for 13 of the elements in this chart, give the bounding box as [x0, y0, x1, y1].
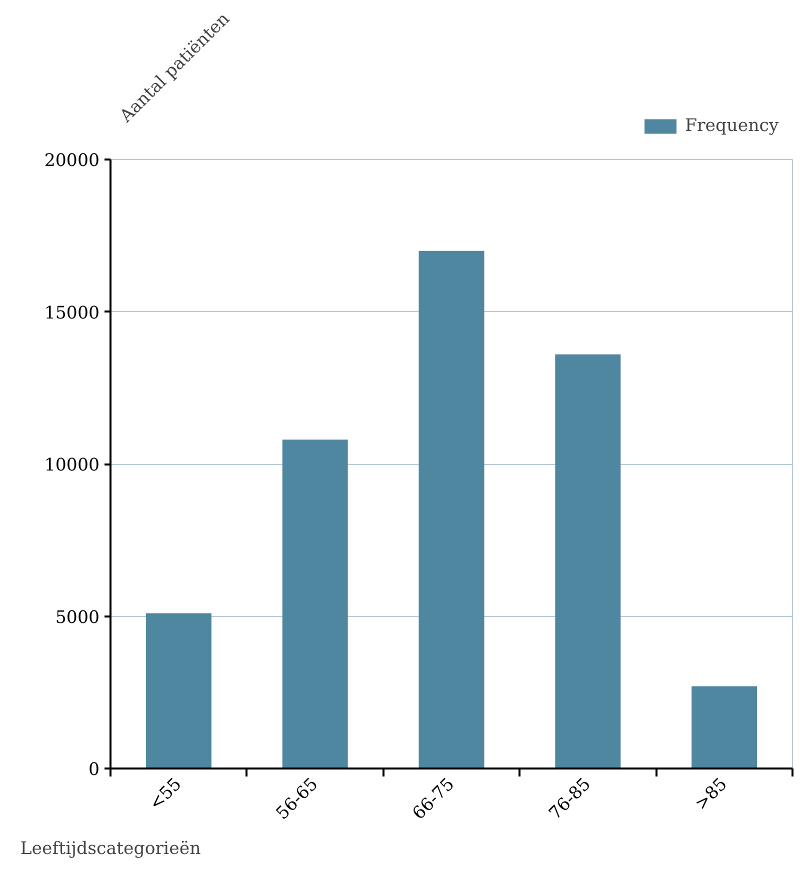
- legend-label: Frequency: [685, 116, 779, 136]
- y-tick-label: 10000: [44, 456, 100, 476]
- bar: [146, 613, 212, 768]
- y-tick-label: 20000: [44, 151, 100, 171]
- bar: [555, 354, 621, 768]
- x-tick-label: <55: [146, 774, 186, 814]
- bar: [282, 440, 348, 768]
- x-axis-title: Leeftijdscategorieën: [20, 838, 201, 859]
- y-tick-label: 0: [88, 760, 100, 780]
- y-tick-label: 5000: [55, 608, 100, 628]
- bar: [418, 250, 484, 768]
- bar: [692, 686, 758, 768]
- y-tick-label: 15000: [44, 303, 100, 324]
